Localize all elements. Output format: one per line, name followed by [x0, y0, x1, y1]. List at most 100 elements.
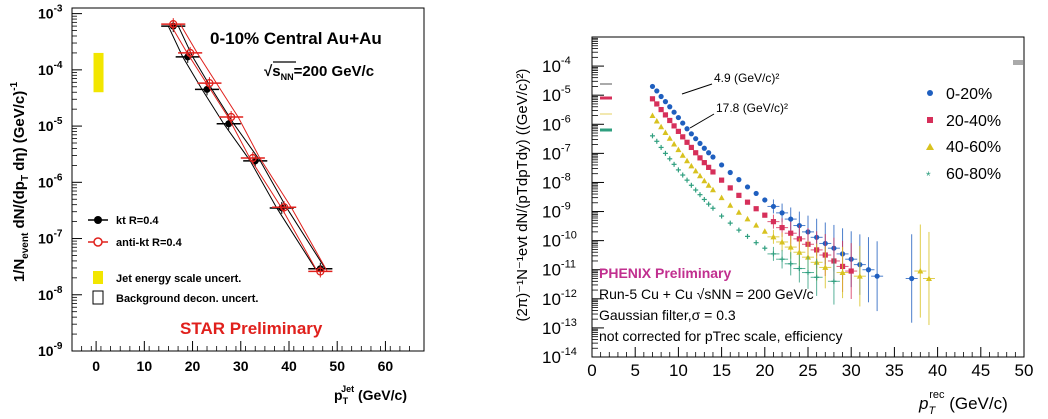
- left-y-tick-exponent: -6: [54, 172, 63, 183]
- right-x-tick-label: 40: [928, 361, 947, 380]
- right-xlabel-sub: T: [928, 405, 936, 417]
- right-point-20-40: [779, 225, 785, 231]
- right-xlabel-sup: rec: [929, 389, 945, 401]
- right-y-tick-exponent: -10: [561, 230, 577, 242]
- right-point-0-20: [697, 140, 703, 147]
- right-point-40-60: [679, 152, 686, 158]
- right-point-0-20: [727, 169, 733, 176]
- left-point-antikt: [248, 153, 257, 163]
- right-point-0-20: [667, 104, 673, 110]
- right-x-tick-label: 10: [669, 361, 688, 380]
- right-y-tick-exponent: -6: [561, 113, 571, 125]
- right-x-tick-label: 5: [630, 361, 639, 380]
- right-point-20-40: [744, 199, 751, 205]
- right-x-tick-label: 25: [799, 361, 818, 380]
- right-point-20-40: [762, 212, 768, 218]
- left-point-antikt: [169, 19, 178, 29]
- right-point-40-60: [666, 135, 673, 141]
- left-x-tick-label: 30: [233, 358, 249, 374]
- left-ylabel-p6: -1: [9, 81, 20, 90]
- right-point-40-60: [705, 182, 712, 188]
- left-y-axis-label: 1/Nevent dN/(dpT dη) (GeV/c)-1: [9, 81, 31, 282]
- right-point-0-20: [649, 83, 656, 90]
- right-point-0-20: [909, 275, 915, 282]
- right-point-40-60: [839, 269, 846, 276]
- right-y-axis-label: (2π)⁻¹N⁻¹evt dN/(pTdpTdy) ((GeV/c)²): [514, 69, 531, 322]
- right-y-tick-exponent: -4: [561, 55, 571, 67]
- left-energy-sqrt: √: [264, 63, 273, 80]
- right-y-tick-label: 10-6: [542, 113, 571, 134]
- left-series: [161, 18, 333, 278]
- right-point-20-40: [770, 219, 777, 225]
- right-point-40-60: [675, 146, 682, 153]
- left-title: 0-10% Central Au+Au: [210, 29, 382, 48]
- right-point-40-60: [787, 244, 794, 250]
- right-point-20-40: [706, 164, 712, 170]
- right-point-0-20: [788, 216, 794, 222]
- right-point-20-40: [649, 96, 656, 102]
- right-xlabel-units: (GeV/c): [944, 394, 1007, 413]
- right-point-0-20: [693, 136, 699, 142]
- left-x-tick-label: 40: [281, 358, 297, 374]
- right-point-0-20: [770, 203, 777, 210]
- right-point-40-60: [753, 222, 760, 228]
- right-y-tick-label: 10-7: [542, 142, 571, 163]
- left-energy-sub: NN: [281, 72, 294, 82]
- right-point-20-40: [753, 206, 759, 212]
- right-point-40-60: [649, 112, 656, 119]
- right-point-20-40: [684, 139, 690, 145]
- right-legend: 0-20% 20-40% 40-60% * 60-80%: [926, 86, 1001, 183]
- legend-bg-label: Background decon. uncert.: [116, 293, 258, 305]
- right-point-20-40: [736, 192, 742, 198]
- left-y-tick-exponent: -4: [54, 60, 63, 71]
- legend-bg-box: [92, 290, 104, 305]
- right-point-20-40: [697, 155, 703, 161]
- legend-antikt-marker: [93, 237, 103, 247]
- left-x-tick-label: 10: [137, 358, 153, 374]
- right-point-0-20: [684, 126, 690, 132]
- right-point-0-20: [662, 99, 669, 105]
- right-point-20-40: [693, 150, 699, 156]
- right-point-40-60: [856, 273, 863, 279]
- right-point-40-60: [658, 123, 665, 130]
- left-y-tick-label: 10-8: [38, 285, 63, 303]
- left-point-antikt: [316, 267, 325, 276]
- left-point-antikt: [280, 203, 289, 212]
- right-point-40-60: [701, 177, 708, 184]
- right-point-0-20: [736, 177, 742, 183]
- left-energy: √sNN=200 GeV/c: [264, 63, 374, 82]
- legend-0-20-label: 0-20%: [946, 86, 992, 103]
- left-y-tick-label: 10-9: [38, 341, 63, 359]
- right-point-40-60: [718, 194, 725, 201]
- right-x-tick-label: 35: [885, 361, 904, 380]
- legend-antikt-label: anti-kt R=0.4: [116, 237, 183, 249]
- right-point-40-60: [917, 268, 924, 274]
- right-point-0-20: [658, 93, 664, 100]
- left-ylabel-p4: T: [20, 175, 31, 181]
- right-point-0-20: [762, 197, 768, 203]
- right-point-40-60: [662, 129, 669, 136]
- left-y-tick-exponent: -9: [54, 341, 63, 352]
- left-x-ticks: 0 10 20 30 40 50 60: [71, 341, 410, 374]
- left-y-ticks: 10-9 10-8 10-7 10-6 10-5 10-4 10-3: [38, 4, 82, 359]
- right-point-20-40: [719, 177, 725, 183]
- right-point-20-40: [675, 128, 681, 134]
- right-point-0-20: [719, 162, 725, 168]
- right-point-20-40: [788, 230, 794, 236]
- right-x-axis-label: pTrec (GeV/c): [918, 389, 1008, 417]
- right-y-tick-label: 10-14: [542, 346, 577, 367]
- right-point-0-20: [874, 273, 880, 279]
- legend-60-80-marker: *: [926, 169, 931, 183]
- right-y-tick-exponent: -8: [561, 171, 571, 183]
- right-y-tick-exponent: -11: [561, 259, 576, 271]
- right-chart: 10-1410-1310-1210-1110-1010-910-810-710-…: [514, 36, 1033, 417]
- right-point-0-20: [701, 145, 707, 151]
- left-legend: kt R=0.4 anti-kt R=0.4 Jet energy scale …: [88, 215, 258, 305]
- legend-0-20-marker: [927, 90, 933, 96]
- right-point-0-20: [710, 154, 716, 160]
- right-point-20-40: [662, 112, 669, 118]
- right-y-tick-label: 10-8: [542, 171, 571, 192]
- right-annot-2: 17.8 (GeV/c)²: [716, 101, 788, 115]
- left-preliminary: STAR Preliminary: [180, 319, 323, 338]
- left-ylabel-p5: dη) (GeV/c): [11, 91, 28, 175]
